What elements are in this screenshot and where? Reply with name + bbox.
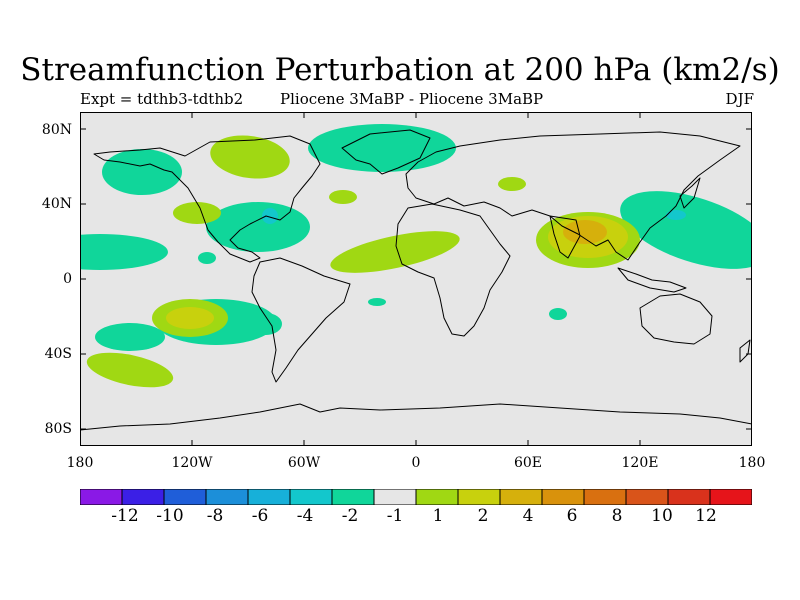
colorbar-label: 4: [522, 506, 534, 526]
colorbar-swatch: [205, 489, 249, 505]
colorbar-swatch: [709, 489, 752, 505]
coast-australia: [639, 293, 713, 345]
anomaly-sw-pacific: [95, 323, 165, 351]
lon-label-60w: 60W: [287, 455, 321, 471]
colorbar-label: -4: [296, 506, 314, 526]
anomaly-fields: [80, 124, 752, 388]
map-ticks: [80, 112, 752, 446]
colorbar-swatch: [415, 489, 459, 505]
lon-label-120e: 120E: [621, 455, 659, 471]
colorbar-label: 1: [432, 506, 444, 526]
colorbar-swatch: [80, 489, 123, 505]
anomaly-greenland: [308, 124, 456, 172]
anomaly-alaska: [210, 135, 290, 179]
lon-label-60e: 60E: [513, 455, 543, 471]
anomaly-indian-ocean: [549, 308, 567, 320]
lat-label-equator: 0: [63, 271, 72, 287]
lat-label-80s: 80S: [44, 421, 72, 437]
colorbar-swatch: [289, 489, 333, 505]
colorbar-swatch: [499, 489, 543, 505]
coast-south-america: [251, 257, 351, 383]
lat-label-40s: 40S: [44, 346, 72, 362]
coast-japan: [679, 177, 701, 209]
colorbar-label: -10: [156, 506, 184, 526]
lon-label-0: 0: [411, 455, 421, 471]
colorbar-swatch: [583, 489, 627, 505]
lon-label-180e: 180: [738, 455, 766, 471]
anomaly-kuroshio: [666, 210, 686, 220]
map-panel: [80, 112, 752, 446]
colorbar-swatch: [667, 489, 711, 505]
coast-indonesia: [617, 267, 687, 293]
colorbar: [80, 489, 752, 505]
colorbar-swatch: [541, 489, 585, 505]
colorbar-label: -1: [386, 506, 404, 526]
lat-label-40n: 40N: [41, 196, 72, 212]
colorbar-swatch: [247, 489, 291, 505]
anomaly-western-siberia: [498, 177, 526, 191]
anomaly-east-asia: [620, 191, 752, 269]
colorbar-label: 12: [695, 506, 717, 526]
anomaly-central-america: [198, 252, 216, 264]
colorbar-swatch: [331, 489, 375, 505]
experiment-label: Expt = tdthb3-tdthb2: [80, 90, 244, 108]
coastlines: [80, 129, 752, 431]
anomaly-southern-ocean: [86, 352, 174, 388]
colorbar-swatch: [625, 489, 669, 505]
plot-title: Streamfunction Perturbation at 200 hPa (…: [20, 52, 780, 88]
coast-eurasia: [405, 131, 741, 261]
anomaly-tibet-core: [563, 220, 607, 244]
colorbar-label: -6: [251, 506, 269, 526]
lon-label-180w: 180: [66, 455, 94, 471]
colorbar-label: 8: [611, 506, 623, 526]
colorbar-label: -8: [206, 506, 224, 526]
coast-india: [549, 215, 581, 259]
lon-label-120w: 120W: [171, 455, 213, 471]
anomaly-east-tropical-pacific: [80, 234, 168, 270]
lat-label-80n: 80N: [41, 122, 72, 138]
subtitle: Pliocene 3MaBP - Pliocene 3MaBP: [280, 90, 544, 108]
anomaly-north-pacific: [102, 149, 182, 195]
colorbar-label: -2: [341, 506, 359, 526]
anomaly-gulf-core: [262, 208, 278, 224]
colorbar-swatch: [457, 489, 501, 505]
colorbar-swatch: [121, 489, 165, 505]
coast-africa: [395, 203, 511, 337]
colorbar-label: 2: [477, 506, 489, 526]
colorbar-label: 10: [651, 506, 673, 526]
colorbar-swatch: [163, 489, 207, 505]
anomaly-tropical-atlantic: [330, 231, 460, 273]
anomaly-gulf-of-mexico: [206, 202, 310, 252]
season-label: DJF: [725, 90, 754, 108]
anomaly-south-atlantic: [368, 298, 386, 306]
anomaly-north-atlantic: [329, 190, 357, 204]
coast-antarctica: [80, 403, 752, 431]
colorbar-label: 6: [566, 506, 578, 526]
coast-greenland: [341, 129, 431, 175]
coast-north-america: [93, 135, 321, 263]
anomaly-south-pacific-core: [166, 307, 214, 329]
colorbar-swatch: [373, 489, 417, 505]
anomaly-western-us: [173, 202, 221, 224]
colorbar-label: -12: [111, 506, 139, 526]
